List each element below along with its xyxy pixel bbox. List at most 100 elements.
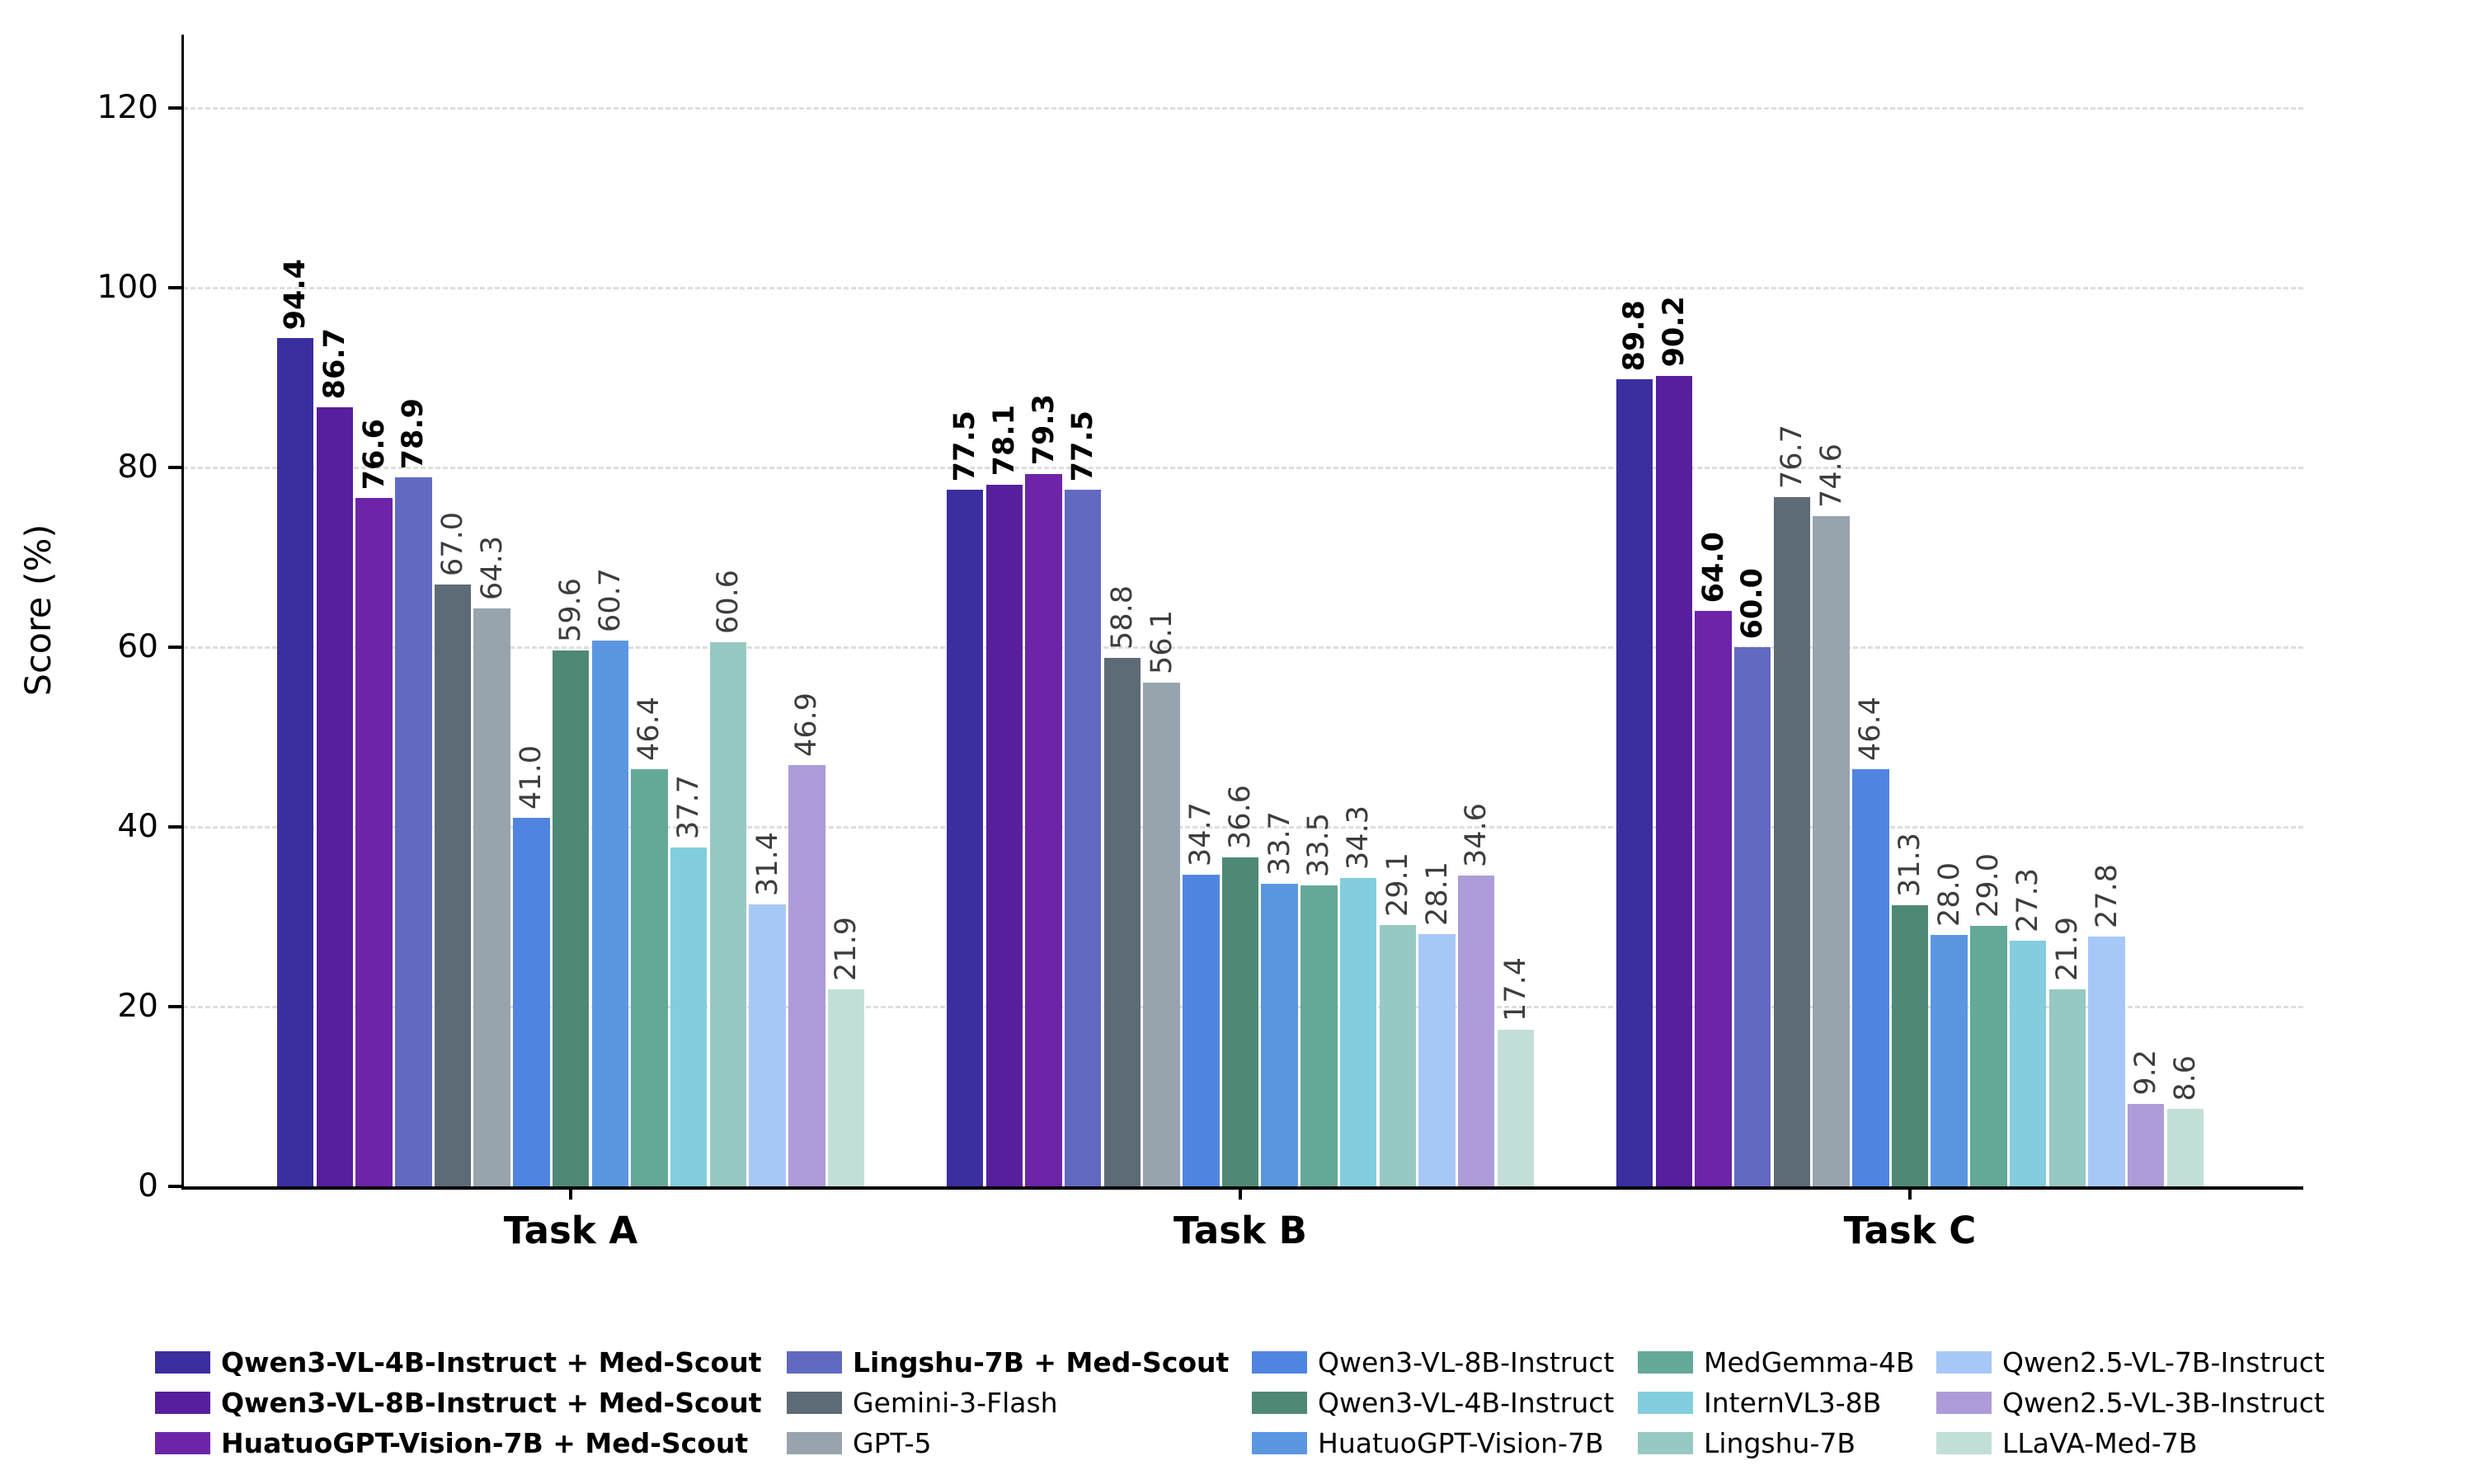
bar — [591, 641, 628, 1186]
bar-value-label: 34.3 — [1342, 805, 1376, 871]
legend-swatch — [1936, 1431, 1992, 1454]
y-tick-label: 120 — [96, 89, 158, 126]
y-tick-label: 0 — [138, 1167, 158, 1205]
legend-label: GPT-5 — [853, 1426, 932, 1459]
bar — [1457, 875, 1495, 1186]
bar-value-label: 56.1 — [1145, 609, 1178, 674]
bar-value-label: 77.5 — [1066, 410, 1100, 482]
bar-value-label: 58.8 — [1105, 585, 1139, 650]
y-axis-tick — [168, 1005, 183, 1008]
legend-item: HuatuoGPT-Vision-7B — [1252, 1425, 1604, 1460]
bar-value-label: 29.0 — [1972, 852, 2006, 918]
legend-item: Qwen2.5-VL-7B-Instruct — [1936, 1345, 2325, 1379]
bar — [395, 477, 432, 1186]
y-axis-tick — [168, 1185, 183, 1188]
gridline-y80 — [183, 466, 2303, 469]
bar — [1103, 658, 1141, 1186]
bar — [670, 848, 708, 1186]
bar — [1025, 473, 1062, 1186]
bar — [709, 641, 747, 1186]
legend-swatch — [1638, 1391, 1693, 1414]
bar — [1970, 925, 2007, 1186]
bar — [1143, 682, 1180, 1186]
bar-value-label: 64.0 — [1696, 532, 1730, 603]
legend-swatch — [155, 1391, 210, 1414]
legend-item: Gemini-3-Flash — [787, 1385, 1058, 1420]
legend-item: Lingshu-7B — [1638, 1425, 1856, 1460]
bar-value-label: 89.8 — [1618, 299, 1652, 372]
bar-value-label: 46.4 — [633, 697, 666, 762]
bar-value-label: 33.5 — [1302, 812, 1336, 877]
bar-value-label: 9.2 — [2129, 1050, 2163, 1096]
bar — [1418, 933, 1456, 1186]
bar-value-label: 8.6 — [2168, 1054, 2202, 1101]
bar-value-label: 28.0 — [1932, 862, 1966, 927]
bar-value-label: 60.6 — [711, 569, 745, 634]
category-label-task-b: Task B — [1174, 1209, 1307, 1252]
bar-value-label: 64.3 — [475, 536, 509, 601]
legend-swatch — [1252, 1391, 1307, 1414]
legend-item: LLaVA-Med-7B — [1936, 1425, 2197, 1460]
bar-value-label: 36.6 — [1224, 785, 1257, 850]
legend-swatch — [787, 1431, 842, 1454]
gridline-y120 — [183, 106, 2303, 110]
bar — [749, 904, 786, 1186]
bar-value-label: 78.1 — [987, 405, 1021, 477]
bar-value-label: 27.3 — [2011, 868, 2045, 933]
bar — [1261, 883, 1298, 1186]
bar-value-label: 34.6 — [1460, 802, 1493, 867]
legend-label: Lingshu-7B — [1704, 1426, 1856, 1459]
bar — [316, 407, 354, 1186]
bar-value-label: 21.9 — [2050, 917, 2084, 982]
bar-value-label: 59.6 — [554, 578, 587, 643]
legend-item: Qwen3-VL-8B-Instruct — [1252, 1345, 1614, 1379]
bar-value-label: 74.6 — [1814, 443, 1848, 508]
y-axis-tick — [168, 286, 183, 289]
bar-value-label: 94.4 — [279, 258, 313, 330]
bar — [1655, 375, 1692, 1186]
y-axis-tick — [168, 646, 183, 649]
y-axis-line — [181, 35, 184, 1189]
bar-value-label: 78.9 — [397, 397, 430, 469]
y-tick-label: 20 — [117, 988, 158, 1025]
legend-swatch — [1936, 1350, 1992, 1374]
legend-label: HuatuoGPT-Vision-7B — [1318, 1426, 1604, 1459]
bar — [276, 338, 314, 1186]
bar — [2009, 941, 2047, 1186]
x-axis-tick — [569, 1186, 572, 1200]
bar-value-label: 37.7 — [672, 775, 706, 840]
legend-item: Qwen3-VL-4B-Instruct — [1252, 1385, 1614, 1420]
bar-value-label: 76.7 — [1775, 425, 1808, 489]
legend-item: MedGemma-4B — [1638, 1345, 1915, 1379]
bar — [434, 584, 472, 1186]
x-axis-tick — [1239, 1186, 1242, 1200]
legend-swatch — [1936, 1391, 1992, 1414]
x-axis-line — [181, 1186, 2303, 1190]
bar — [1616, 379, 1653, 1186]
y-axis-title: Score (%) — [18, 524, 59, 697]
legend-label: InternVL3-8B — [1704, 1386, 1882, 1419]
gridline-y40 — [183, 825, 2303, 829]
y-axis-tick — [168, 825, 183, 829]
bar — [1813, 515, 1850, 1186]
bar-value-label: 17.4 — [1498, 957, 1532, 1022]
legend-item: GPT-5 — [787, 1425, 932, 1460]
bar — [1064, 490, 1102, 1187]
bar-value-label: 41.0 — [515, 745, 548, 810]
legend-item: Qwen3-VL-4B-Instruct + Med-Scout — [155, 1345, 761, 1379]
bar — [2127, 1103, 2165, 1186]
bar — [1339, 878, 1377, 1186]
bar — [985, 484, 1023, 1186]
bar — [473, 608, 510, 1186]
bar — [1773, 497, 1811, 1186]
bar-value-label: 79.3 — [1027, 394, 1061, 466]
bar-value-label: 21.9 — [829, 917, 863, 982]
bar — [2088, 937, 2125, 1186]
bar-value-label: 33.7 — [1263, 810, 1296, 876]
bar-value-label: 31.3 — [1893, 832, 1926, 897]
bar-value-label: 76.6 — [357, 418, 391, 491]
bar-value-label: 46.4 — [1854, 697, 1888, 762]
bar — [1497, 1030, 1535, 1186]
category-label-task-a: Task A — [503, 1209, 638, 1252]
